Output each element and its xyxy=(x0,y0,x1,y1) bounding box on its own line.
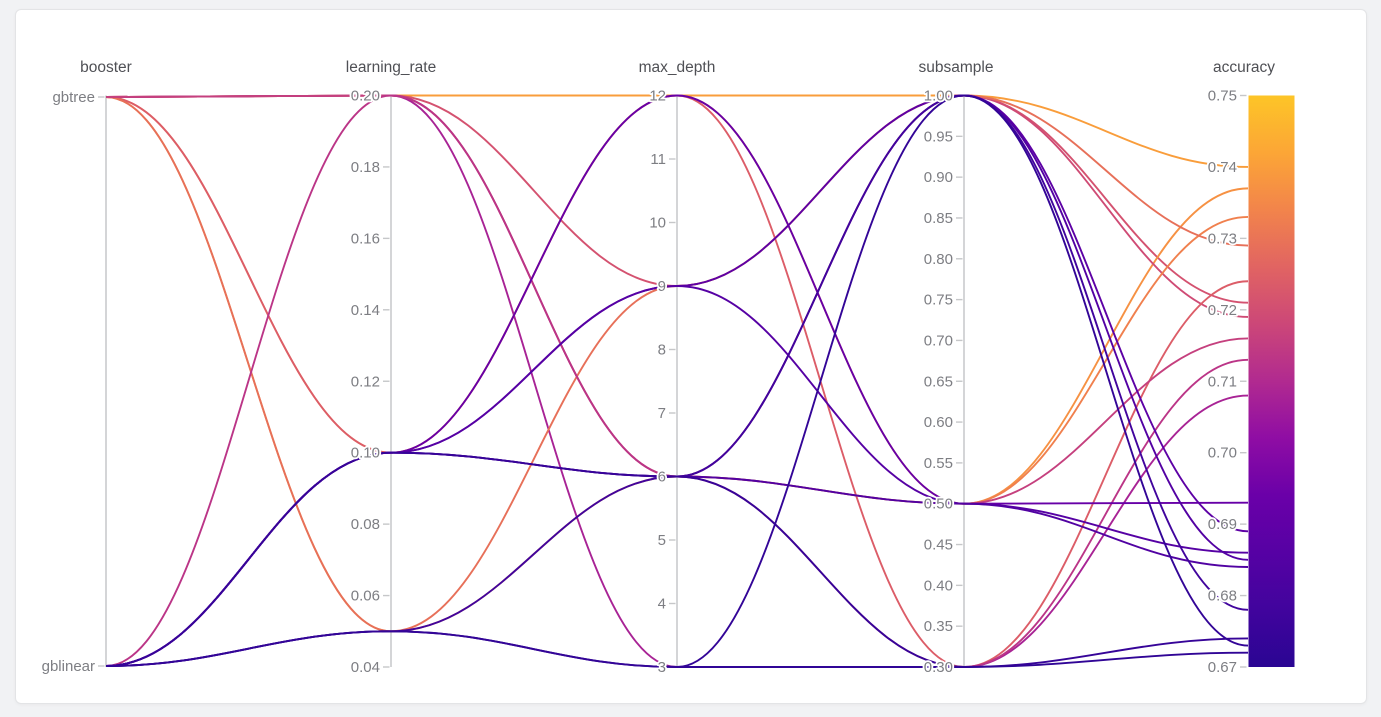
tick-label-learning_rate: 0.12 xyxy=(351,373,380,390)
axes-layer xyxy=(98,94,1295,668)
axis-subsample[interactable] xyxy=(956,94,965,668)
tick-label-learning_rate: 0.20 xyxy=(351,88,380,105)
tick-label-learning_rate: 0.16 xyxy=(351,230,380,247)
tick-label-learning_rate: 0.10 xyxy=(351,445,380,462)
axis-title-learning_rate: learning_rate xyxy=(346,59,436,76)
tick-label-max_depth: 5 xyxy=(658,532,666,549)
labels-layer: gbtree gblinear booster 0.20 0.18 0.16 0.14 0.1… xyxy=(40,59,1275,678)
axis-title-booster: booster xyxy=(80,59,132,76)
tick-label-accuracy: 0.68 xyxy=(1208,588,1237,605)
tick-label-subsample: 0.30 xyxy=(924,659,953,676)
tick-label-subsample: 0.75 xyxy=(924,292,953,309)
trial-line xyxy=(105,94,1249,633)
tick-label-accuracy: 0.70 xyxy=(1208,445,1237,462)
tick-label-learning_rate: 0.08 xyxy=(351,516,380,533)
axis-title-max_depth: max_depth xyxy=(639,59,716,76)
tick-label-subsample: 0.85 xyxy=(924,210,953,227)
axis-accuracy[interactable] xyxy=(1240,94,1295,668)
tick-label-subsample: 0.70 xyxy=(924,332,953,349)
tick-label-subsample: 0.55 xyxy=(924,455,953,472)
tick-label-max_depth: 6 xyxy=(658,469,666,486)
trial-line xyxy=(105,94,1249,668)
chart-card xyxy=(15,9,1367,704)
tick-label-accuracy: 0.69 xyxy=(1208,516,1237,533)
tick-label-learning_rate: 0.18 xyxy=(351,159,380,176)
tick-label-max_depth: 4 xyxy=(658,596,666,613)
tick-label-booster: gblinear xyxy=(42,658,95,675)
tick-label-max_depth: 9 xyxy=(658,278,666,295)
tick-label-accuracy: 0.67 xyxy=(1208,659,1237,676)
axis-title-subsample: subsample xyxy=(919,59,994,76)
tick-label-subsample: 0.45 xyxy=(924,537,953,554)
axis-booster[interactable] xyxy=(98,95,107,668)
tick-label-subsample: 1.00 xyxy=(924,88,953,105)
tick-label-max_depth: 10 xyxy=(649,215,666,232)
tick-label-learning_rate: 0.14 xyxy=(351,302,380,319)
tick-label-accuracy: 0.71 xyxy=(1208,373,1237,390)
tick-label-subsample: 0.80 xyxy=(924,251,953,268)
trial-line xyxy=(105,94,1249,668)
tick-label-learning_rate: 0.06 xyxy=(351,588,380,605)
tick-label-subsample: 0.90 xyxy=(924,169,953,186)
trial-lines-layer xyxy=(105,94,1249,668)
axis-learning_rate[interactable] xyxy=(383,94,392,668)
tick-label-subsample: 0.95 xyxy=(924,128,953,145)
tick-label-subsample: 0.65 xyxy=(924,373,953,390)
tick-label-accuracy: 0.72 xyxy=(1208,302,1237,319)
trial-line xyxy=(105,451,1249,668)
tick-label-subsample: 0.60 xyxy=(924,414,953,431)
tick-label-max_depth: 11 xyxy=(650,151,666,168)
tick-label-accuracy: 0.75 xyxy=(1208,88,1237,105)
tick-label-learning_rate: 0.04 xyxy=(351,659,380,676)
tick-label-booster: gbtree xyxy=(52,89,95,106)
axis-max_depth[interactable] xyxy=(669,94,678,668)
tick-label-max_depth: 8 xyxy=(658,342,666,359)
tick-label-subsample: 0.50 xyxy=(924,496,953,513)
tick-label-accuracy: 0.74 xyxy=(1208,159,1237,176)
axis-title-accuracy: accuracy xyxy=(1213,59,1275,76)
tick-label-subsample: 0.35 xyxy=(924,618,953,635)
tick-label-accuracy: 0.73 xyxy=(1208,230,1237,247)
tick-label-max_depth: 3 xyxy=(658,659,666,676)
tick-label-max_depth: 7 xyxy=(658,405,666,422)
tick-label-max_depth: 12 xyxy=(649,88,666,105)
tick-label-subsample: 0.40 xyxy=(924,577,953,594)
colorbar xyxy=(1248,95,1295,667)
